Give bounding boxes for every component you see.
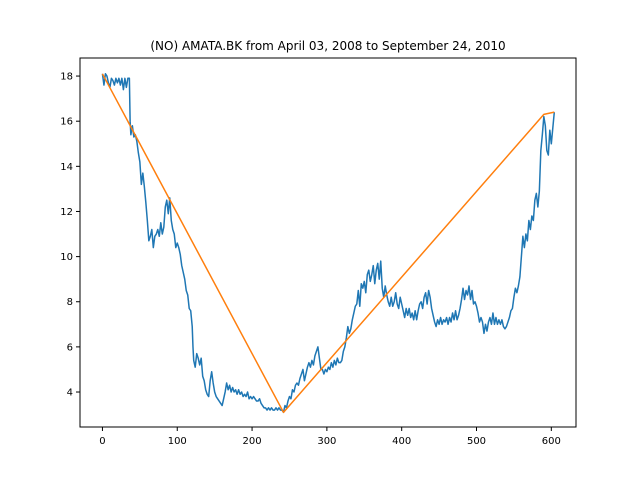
y-tick-label: 6 (67, 342, 73, 353)
chart-title: (NO) AMATA.BK from April 03, 2008 to Sep… (150, 39, 505, 53)
series-line-1 (101, 73, 556, 414)
y-tick-label: 12 (60, 207, 73, 218)
y-tick-label: 4 (67, 388, 73, 399)
x-tick-label: 0 (99, 436, 105, 447)
plot-area (101, 73, 556, 414)
x-axis: 0 100 200 300 400 500 600 (99, 427, 561, 447)
y-tick-label: 8 (67, 297, 73, 308)
y-tick-label: 18 (60, 72, 73, 83)
x-tick-label: 600 (542, 436, 561, 447)
axes-frame (79, 57, 577, 428)
y-axis: 4 6 8 10 12 14 16 18 (60, 72, 80, 399)
series-line-2 (101, 73, 555, 414)
y-tick-label: 16 (60, 117, 73, 128)
x-tick-label: 100 (168, 436, 187, 447)
x-tick-label: 300 (317, 436, 336, 447)
x-tick-label: 200 (243, 436, 262, 447)
y-tick-label: 14 (60, 162, 73, 173)
y-tick-label: 10 (60, 252, 73, 263)
x-tick-label: 500 (467, 436, 486, 447)
x-tick-label: 400 (392, 436, 411, 447)
